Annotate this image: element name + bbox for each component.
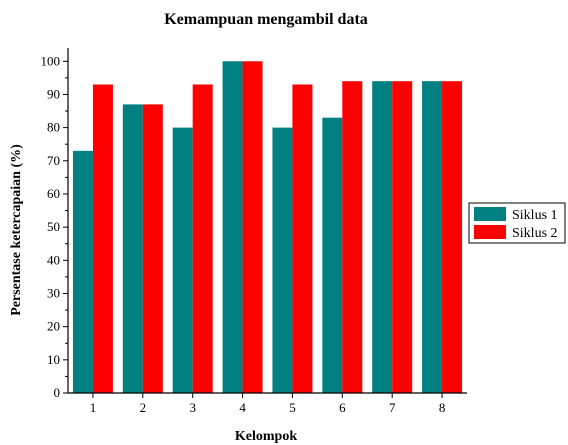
bar-series2-cat-4: [242, 61, 263, 394]
y-tick-label: 70: [47, 153, 60, 168]
x-tick-label: 8: [439, 400, 446, 415]
y-tick-label: 50: [47, 219, 60, 234]
bar-series1-cat-6: [322, 117, 343, 394]
x-tick-label: 7: [389, 400, 396, 415]
plot-area: [72, 61, 463, 394]
x-tick-label: 2: [140, 400, 147, 415]
y-tick-label: 60: [47, 186, 60, 201]
y-tick-label: 0: [54, 385, 61, 400]
x-tick-label: 4: [239, 400, 246, 415]
x-axis-ticks: 1 2 3 4 5 6 7 8: [90, 393, 446, 415]
x-axis-title: Kelompok: [235, 429, 297, 444]
bar-series1-cat-5: [272, 127, 293, 393]
y-tick-label: 40: [47, 252, 60, 267]
x-tick-label: 3: [189, 400, 196, 415]
legend-label-series2: Siklus 2: [512, 226, 558, 241]
bar-series1-cat-2: [122, 104, 143, 394]
x-tick-label: 6: [339, 400, 346, 415]
bar-series1-cat-1: [72, 150, 93, 393]
bar-series2-cat-7: [392, 81, 413, 393]
bar-series2-cat-2: [142, 104, 163, 394]
legend-label-series1: Siklus 1: [512, 208, 558, 223]
bar-series1-cat-4: [222, 61, 243, 394]
legend-swatch-series1: [474, 207, 506, 221]
legend: Siklus 1 Siklus 2: [468, 202, 566, 244]
legend-swatch-series2: [474, 225, 506, 239]
bar-series1-cat-3: [172, 127, 193, 393]
chart-title: Kemampuan mengambil data: [164, 11, 368, 28]
y-tick-label: 20: [47, 319, 60, 334]
y-tick-label: 100: [41, 53, 61, 68]
bar-series2-cat-3: [192, 84, 213, 393]
y-tick-label: 90: [47, 86, 60, 101]
bar-series2-cat-5: [292, 84, 313, 393]
bar-series2-cat-1: [92, 84, 113, 393]
y-tick-label: 30: [47, 285, 60, 300]
y-tick-label: 10: [47, 352, 60, 367]
y-tick-label: 80: [47, 120, 60, 135]
x-tick-label: 1: [90, 400, 97, 415]
bar-series2-cat-8: [442, 81, 463, 393]
y-axis-title: Persentase ketercapaian (%): [9, 144, 24, 316]
y-axis-ticks: 0 10 20 30 40 50 60 70 80 90 100: [41, 53, 68, 400]
bar-series1-cat-7: [372, 81, 393, 393]
bar-series2-cat-6: [342, 81, 363, 393]
x-tick-label: 5: [289, 400, 296, 415]
bar-series1-cat-8: [422, 81, 443, 393]
